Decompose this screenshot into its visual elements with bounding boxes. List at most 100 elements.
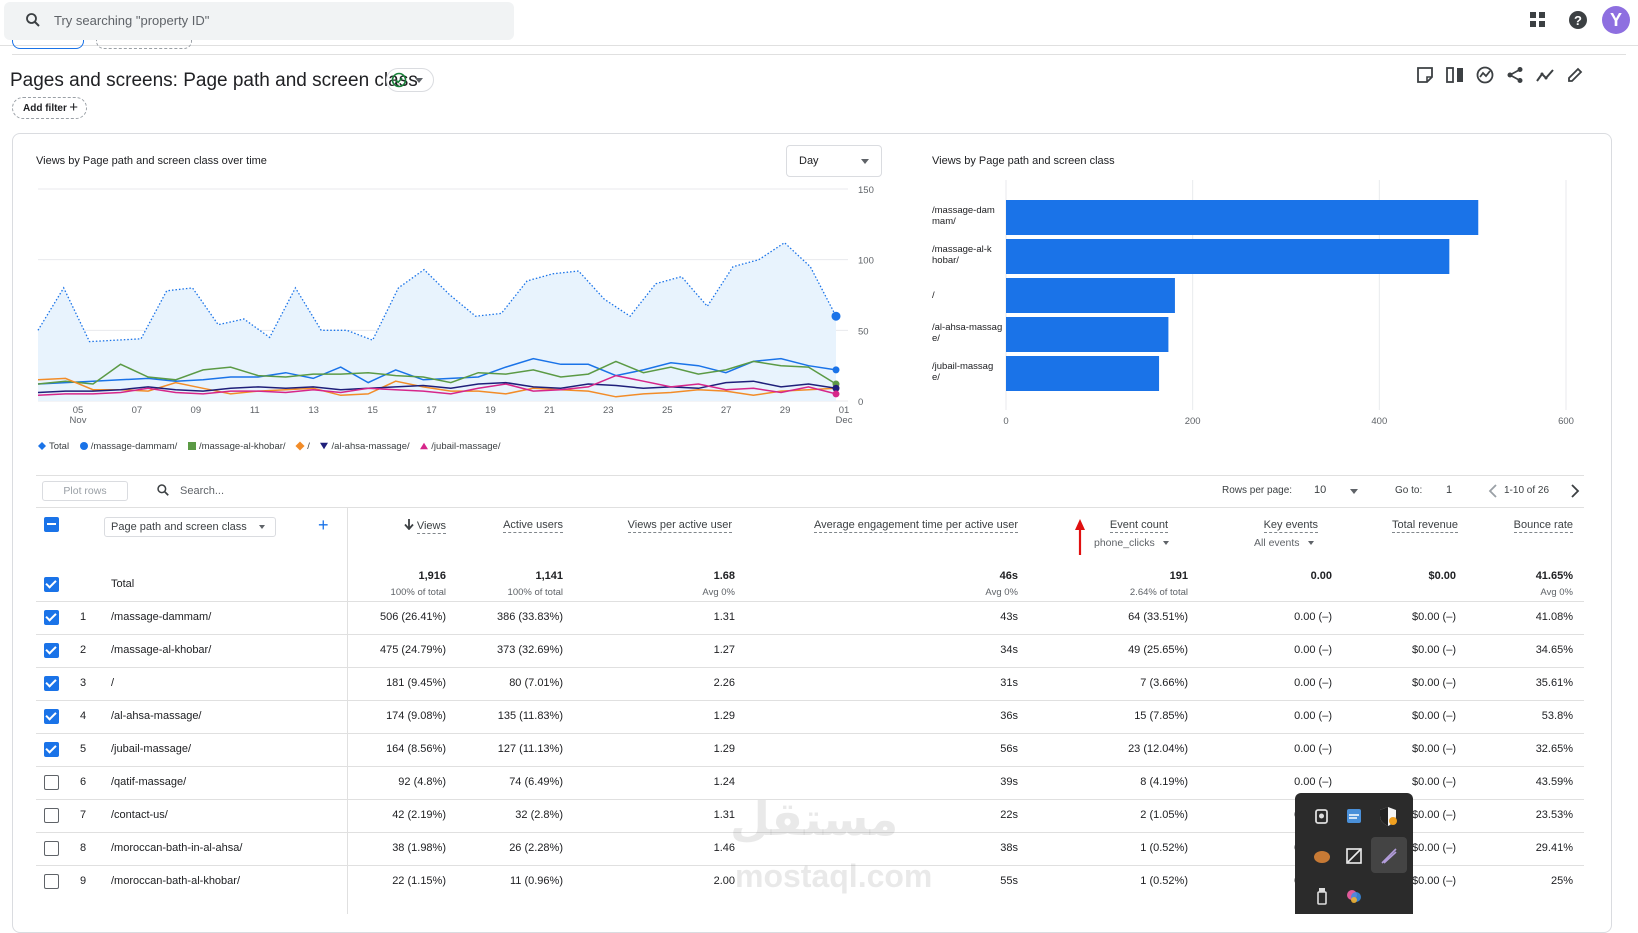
header-key-events[interactable]: Key events (1263, 519, 1318, 533)
property-search[interactable]: Try searching "property ID" (4, 2, 514, 40)
total-checkbox[interactable] (44, 577, 59, 592)
bar-chart-title: Views by Page path and screen class (932, 155, 1115, 167)
row-checkbox[interactable] (44, 643, 59, 658)
add-dimension-button[interactable]: + (318, 515, 329, 535)
camera-icon[interactable] (1307, 801, 1337, 831)
notes-icon[interactable] (1416, 66, 1434, 84)
compare-icon[interactable] (1446, 66, 1464, 84)
row-checkbox[interactable] (44, 742, 59, 757)
row-checkbox[interactable] (44, 676, 59, 691)
cell-engagement: 43s (1000, 611, 1018, 623)
help-icon[interactable]: ? (1568, 10, 1588, 30)
chevron-right-icon[interactable] (1570, 484, 1580, 498)
bar-category-label: e/ (932, 372, 940, 383)
granularity-select[interactable]: Day (786, 145, 882, 177)
select-all-checkbox[interactable] (44, 517, 59, 532)
divider (36, 507, 1584, 508)
add-filter-button[interactable]: Add filter + (12, 97, 87, 119)
chevron-left-icon[interactable] (1488, 484, 1498, 498)
bar[interactable] (1006, 317, 1169, 352)
pen-app-icon[interactable] (1374, 841, 1404, 871)
add-filter-label: Add filter (23, 103, 67, 114)
cell-bounce-rate: 35.61% (1535, 677, 1573, 689)
series-end-marker (832, 390, 840, 398)
security-shield-icon[interactable] (1373, 801, 1403, 831)
divider (12, 54, 1626, 55)
avatar[interactable]: Y (1602, 6, 1630, 34)
y-tick-label: 150 (858, 185, 874, 196)
header-engagement-time[interactable]: Average engagement time per active user (813, 519, 1018, 533)
row-checkbox[interactable] (44, 874, 59, 889)
key-events-filter-select[interactable]: All events (1254, 537, 1314, 549)
row-number: 3 (79, 677, 87, 689)
copilot-icon[interactable] (1339, 881, 1369, 911)
chevron-down-icon (1350, 489, 1358, 494)
cell-revenue: $0.00 (–) (1411, 842, 1456, 854)
total-views-share: 100% of total (390, 587, 446, 598)
network-app-icon[interactable] (1339, 801, 1369, 831)
row-divider (36, 733, 1584, 734)
series-area-total (38, 242, 836, 401)
cell-bounce-rate: 25% (1550, 875, 1573, 887)
cell-page-path[interactable]: /contact-us/ (111, 809, 168, 821)
header-bounce-rate[interactable]: Bounce rate (1513, 519, 1573, 533)
row-checkbox[interactable] (44, 808, 59, 823)
cell-page-path[interactable]: /al-ahsa-massage/ (111, 710, 202, 722)
cell-page-path[interactable]: / (111, 677, 115, 689)
header-active-users[interactable]: Active users (503, 519, 563, 533)
cell-page-path[interactable]: /jubail-massage/ (111, 743, 192, 755)
bar[interactable] (1006, 356, 1160, 391)
cell-page-path[interactable]: /massage-al-khobar/ (111, 644, 212, 656)
row-checkbox[interactable] (44, 610, 59, 625)
insights-icon[interactable] (1476, 66, 1494, 84)
header-total-revenue[interactable]: Total revenue (1391, 519, 1458, 533)
header-views[interactable]: Views (404, 519, 446, 534)
cell-views-per-user: 1.29 (713, 710, 735, 722)
bar[interactable] (1006, 239, 1450, 274)
cell-active-users: 80 (7.01%) (509, 677, 563, 689)
cell-page-path[interactable]: /moroccan-bath-al-khobar/ (111, 875, 241, 887)
x-tick-label: 29 (780, 405, 791, 416)
go-to-input[interactable]: 1 (1446, 484, 1453, 496)
divider (347, 508, 348, 914)
row-divider (36, 865, 1584, 866)
x-tick-label: 13 (308, 405, 319, 416)
cell-engagement: 22s (1000, 809, 1018, 821)
report-status-chip[interactable] (386, 68, 434, 92)
rows-per-page-select[interactable]: 10 (1314, 484, 1327, 496)
cell-key-events: 0.00 (–) (1294, 677, 1332, 689)
header-event-count[interactable]: Event count (1109, 519, 1168, 533)
header-views-per-user[interactable]: Views per active user (627, 519, 732, 533)
row-number: 7 (79, 809, 87, 821)
x-tick-label: 07 (132, 405, 143, 416)
cell-page-path[interactable]: /moroccan-bath-in-al-ahsa/ (111, 842, 243, 854)
cell-active-users: 26 (2.28%) (509, 842, 563, 854)
cell-engagement: 55s (1000, 875, 1018, 887)
event-filter-select[interactable]: phone_clicks (1094, 537, 1169, 549)
cell-engagement: 38s (1000, 842, 1018, 854)
bar[interactable] (1006, 278, 1175, 313)
x-tick-month: Dec (836, 415, 853, 426)
row-checkbox[interactable] (44, 709, 59, 724)
usb-drive-icon[interactable] (1307, 881, 1337, 911)
cell-page-path[interactable]: /qatif-massage/ (111, 776, 187, 788)
bar-category-label: /massage-al-k (932, 244, 992, 255)
cell-page-path[interactable]: /massage-dammam/ (111, 611, 212, 623)
row-checkbox[interactable] (44, 841, 59, 856)
row-checkbox[interactable] (44, 775, 59, 790)
apps-grid-icon[interactable] (1530, 12, 1546, 28)
trend-icon[interactable] (1536, 66, 1554, 84)
edit-pencil-icon[interactable] (1566, 66, 1584, 84)
series-end-marker (832, 384, 840, 392)
share-icon[interactable] (1506, 66, 1524, 84)
plot-rows-button[interactable]: Plot rows (42, 481, 128, 501)
table-search-input[interactable]: Search... (180, 485, 225, 497)
y-tick-label: 100 (858, 256, 874, 267)
screenshot-tool-icon[interactable] (1339, 841, 1369, 871)
app-bean-icon[interactable] (1307, 841, 1337, 871)
cell-revenue: $0.00 (–) (1411, 776, 1456, 788)
bar-category-label: e/ (932, 333, 940, 344)
dimension-select[interactable]: Page path and screen class (104, 517, 276, 537)
bar[interactable] (1006, 200, 1479, 235)
